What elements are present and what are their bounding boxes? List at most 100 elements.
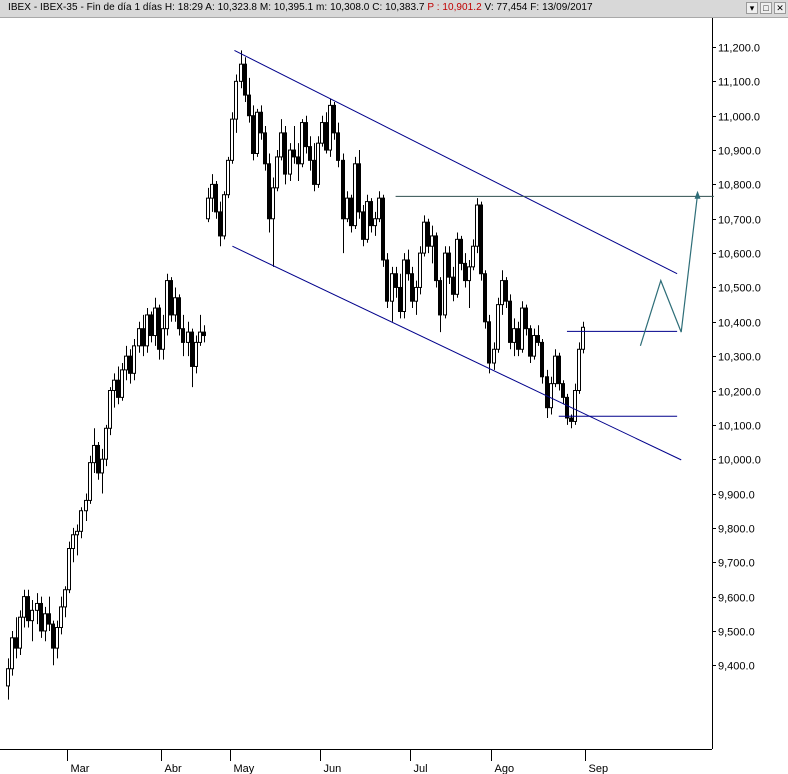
candle-body	[104, 427, 108, 460]
y-tick-label: 10,800.0	[718, 180, 761, 192]
candle-body	[255, 111, 259, 154]
y-tick-label: 9,900.0	[718, 490, 755, 502]
candle-body	[210, 183, 214, 199]
candle-body	[361, 211, 365, 240]
x-tick-label: Jul	[414, 763, 428, 774]
candle-body	[177, 297, 181, 330]
y-tick-label: 10,700.0	[718, 215, 761, 227]
channel-lower-line	[232, 245, 682, 461]
title-stat: H: 18:29	[162, 2, 204, 13]
candle-body	[426, 221, 430, 247]
candle-body	[524, 307, 528, 330]
x-tick-label: Jun	[324, 763, 342, 774]
candle-body	[279, 132, 283, 158]
dropdown-button[interactable]: ▾	[746, 2, 758, 14]
title-stat: V: 77,454	[481, 2, 528, 13]
candle-body	[373, 218, 377, 227]
candle-body	[92, 444, 96, 464]
candle-body	[398, 286, 402, 312]
candle-body	[528, 328, 532, 357]
y-tick-label: 11,200.0	[718, 43, 760, 55]
candle-body	[186, 331, 190, 343]
candlestick-chart: 9,400.0 9,500.0 9,600.0 9,700.0 9,800.0 9,900…	[0, 18, 761, 774]
title-stat: C: 10,383.7	[369, 2, 425, 13]
x-tick-label: Abr	[165, 763, 182, 774]
y-tick-label: 10,900.0	[718, 146, 761, 158]
candle-body	[63, 589, 67, 608]
candle-body	[447, 252, 451, 278]
candle-body	[214, 183, 218, 213]
title-instrument: IBEX - IBEX-35 - Fin de día 1 días	[8, 2, 162, 13]
candle-body	[108, 390, 112, 429]
candle-body	[467, 266, 471, 282]
candle-body	[18, 616, 22, 649]
title-stat: M: 10,395.1	[257, 2, 314, 13]
maximize-button[interactable]: □	[760, 2, 772, 14]
candle-body	[128, 355, 132, 374]
candle-body	[288, 149, 292, 175]
candle-body	[483, 273, 487, 323]
candle-body	[181, 328, 185, 343]
y-tick-label: 10,100.0	[718, 421, 761, 433]
candle-body	[455, 238, 459, 295]
candle-body	[316, 142, 320, 185]
candle-body	[120, 369, 124, 398]
y-tick-label: 9,800.0	[718, 524, 755, 536]
close-button[interactable]: ✕	[774, 2, 786, 14]
candle-body	[540, 341, 544, 378]
candle-body	[259, 111, 263, 134]
candle-body	[508, 300, 512, 343]
candle-body	[10, 637, 14, 670]
y-tick-label: 10,500.0	[718, 283, 761, 295]
candle-body	[390, 273, 394, 302]
candle-body	[479, 204, 483, 275]
candle-body	[296, 156, 300, 165]
y-tick-label: 11,100.0	[718, 77, 760, 89]
candle-body	[418, 252, 422, 288]
candle-body	[55, 627, 59, 649]
candle-body	[230, 118, 234, 161]
candle-body	[161, 328, 165, 350]
candle-body	[312, 159, 316, 185]
candle-body	[365, 201, 369, 240]
candle-body	[112, 379, 116, 392]
candle-body	[202, 331, 206, 337]
candle-body	[475, 204, 479, 247]
candle-body	[157, 307, 161, 350]
candle-body	[132, 345, 136, 374]
y-tick-label: 10,600.0	[718, 249, 761, 261]
candle-body	[545, 376, 549, 409]
candle-body	[35, 602, 39, 611]
candle-body	[536, 335, 540, 343]
candle-body	[194, 341, 198, 367]
title-bar: IBEX - IBEX-35 - Fin de día 1 días H: 18…	[0, 0, 788, 18]
title-stat: m: 10,308.0	[313, 2, 370, 13]
title-stat: P : 10,901.2	[424, 2, 482, 13]
candle-body	[43, 613, 47, 632]
candle-body	[234, 80, 238, 120]
candle-body	[500, 280, 504, 306]
candle-body	[251, 115, 255, 154]
candle-body	[377, 197, 381, 220]
x-tick-label: Ago	[495, 763, 515, 774]
channel-upper-line	[234, 49, 678, 275]
y-tick-label: 10,200.0	[718, 387, 761, 399]
candle-body	[577, 348, 581, 391]
candle-body	[434, 235, 438, 282]
candle-body	[504, 280, 508, 302]
candle-body	[84, 499, 88, 512]
title-text: IBEX - IBEX-35 - Fin de día 1 días H: 18…	[8, 2, 593, 13]
candle-body	[169, 280, 173, 316]
candle-body	[75, 530, 79, 536]
candle-body	[190, 331, 194, 367]
candle-body	[47, 613, 51, 625]
candle-body	[100, 458, 104, 474]
candle-body	[438, 280, 442, 316]
candle-body	[137, 328, 141, 347]
candle-body	[369, 201, 373, 227]
candle-body	[443, 252, 447, 316]
candle-body	[320, 122, 324, 144]
candle-body	[30, 609, 34, 622]
candle-body	[385, 259, 389, 302]
